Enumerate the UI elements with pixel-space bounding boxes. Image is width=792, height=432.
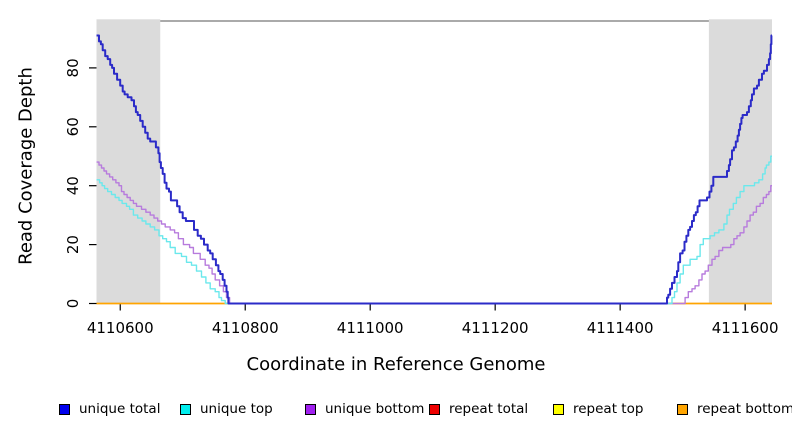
legend-swatch-repeat-total [429,403,440,415]
y-axis-tick-label: 40 [64,176,82,195]
legend-label-repeat-top: repeat top [573,401,644,417]
legend-item-repeat-total: repeat total [429,399,528,419]
legend: unique total unique top unique bottom repea… [0,399,792,421]
x-axis-tick-label: 4110600 [87,319,154,337]
legend-swatch-repeat-top [553,403,564,415]
legend-label-repeat-bottom: repeat bottom [697,401,792,417]
y-axis-label: Read Coverage Depth [15,67,37,265]
legend-item-repeat-top: repeat top [553,399,643,419]
x-axis-label: Coordinate in Reference Genome [246,354,546,375]
y-axis-tick-label: 80 [64,58,82,77]
legend-swatch-unique-total [59,403,70,415]
x-axis-tick-label: 4110800 [212,319,279,337]
legend-label-unique-bottom: unique bottom [325,401,425,417]
series-line-unique-top [96,155,772,305]
legend-item-unique-top: unique top [180,399,273,419]
legend-item-unique-total: unique total [59,399,160,419]
legend-swatch-unique-top [180,403,191,415]
series-line-unique-total [96,34,773,305]
legend-label-unique-top: unique top [200,401,273,417]
y-axis-tick-label: 20 [64,235,82,254]
y-axis-tick-label: 60 [64,117,82,136]
legend-swatch-unique-bottom [305,403,316,415]
series-line-unique-bottom [96,161,772,305]
legend-item-unique-bottom: unique bottom [305,399,424,419]
legend-swatch-repeat-bottom [677,403,688,415]
x-axis-tick-label: 4111400 [587,319,654,337]
shaded-region-left [96,19,161,304]
y-axis-tick-label: 0 [64,299,82,309]
shaded-region-right [708,19,772,304]
legend-item-repeat-bottom: repeat bottom [677,399,792,419]
x-axis-tick-label: 4111000 [337,319,404,337]
legend-label-unique-total: unique total [79,401,161,417]
x-axis-tick-label: 4111200 [462,319,529,337]
legend-label-repeat-total: repeat total [449,401,529,417]
x-axis-tick-label: 4111600 [712,319,779,337]
